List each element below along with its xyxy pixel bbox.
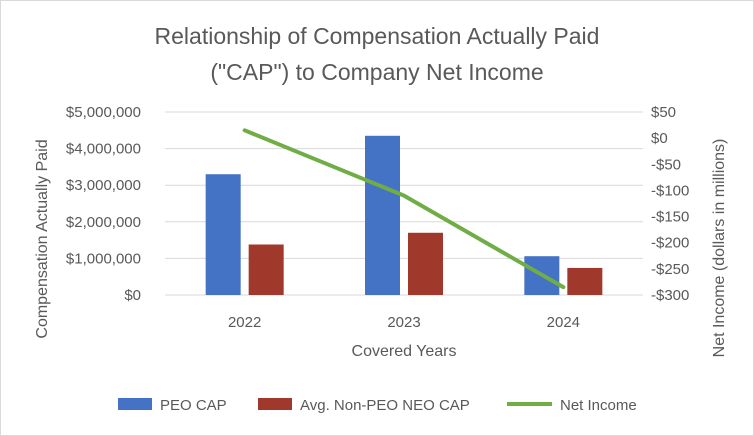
gridlines: [165, 111, 643, 259]
legend-label-net-income: Net Income: [560, 397, 637, 414]
bar-avg-non-peo-neo-cap: [567, 267, 603, 295]
y2-axis-ticks: $50 $0 -$50 -$100 -$150 -$200 -$250 -$300: [651, 104, 689, 304]
legend-swatch-peo-cap: [118, 398, 152, 410]
x-axis-label: Covered Years: [352, 343, 457, 360]
line-net-income: [242, 128, 566, 290]
y2-tick-label: -$250: [651, 261, 689, 278]
bars: [205, 135, 603, 295]
legend-swatch-non-peo-cap: [258, 398, 292, 410]
bar-avg-non-peo-neo-cap: [408, 232, 443, 295]
legend-label-peo-cap: PEO CAP: [160, 397, 227, 414]
y2-tick-label: -$50: [651, 156, 681, 173]
line-series: [242, 128, 566, 290]
y2-tick-label: -$150: [651, 209, 689, 226]
legend-label-non-peo-cap: Avg. Non-PEO NEO CAP: [300, 397, 470, 414]
y2-tick-label: -$100: [651, 182, 689, 199]
y2-tick-label: $0: [651, 130, 668, 147]
y-axis-ticks: $0 $1,000,000 $2,000,000 $3,000,000 $4,000,0…: [66, 104, 141, 304]
y-axis-label: Compensation Actually Paid: [34, 139, 51, 338]
y-tick-label: $3,000,000: [66, 177, 141, 194]
y2-tick-label: -$200: [651, 235, 689, 252]
y-tick-label: $4,000,000: [66, 141, 141, 158]
x-axis-ticks: 2022 2023 2024: [228, 314, 580, 331]
y-tick-label: $2,000,000: [66, 214, 141, 231]
bar-peo-cap: [205, 174, 241, 295]
legend: PEO CAP Avg. Non-PEO NEO CAP Net Income: [118, 397, 637, 414]
x-tick-label: 2022: [228, 314, 261, 331]
x-tick-label: 2023: [387, 314, 420, 331]
y2-tick-label: $50: [651, 104, 676, 121]
chart-title-line-1: Relationship of Compensation Actually Pa…: [155, 23, 600, 49]
y2-tick-label: -$300: [651, 287, 689, 304]
bar-avg-non-peo-neo-cap: [248, 244, 284, 295]
bar-peo-cap: [365, 135, 400, 295]
y-tick-label: $0: [124, 287, 141, 304]
y-tick-label: $1,000,000: [66, 250, 141, 267]
y2-axis-label: Net Income (dollars in millions): [711, 139, 728, 358]
chart-title-line-2: ("CAP") to Company Net Income: [210, 59, 543, 85]
y-tick-label: $5,000,000: [66, 104, 141, 121]
x-tick-label: 2024: [547, 314, 580, 331]
